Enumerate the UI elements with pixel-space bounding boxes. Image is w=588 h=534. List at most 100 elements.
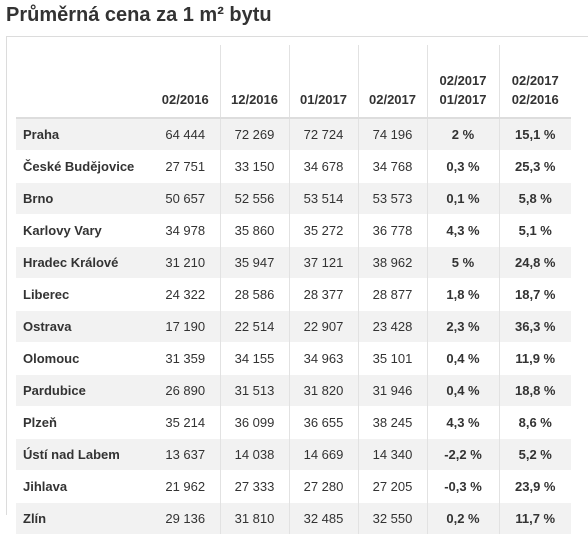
- change-year-cell: 36,3 %: [499, 311, 571, 343]
- price-02-2017-cell: 31 946: [358, 375, 427, 407]
- table-header-row: 02/2016 12/2016 01/2017 02/2017 02/2017 …: [16, 45, 571, 118]
- price-02-2017-cell: 35 101: [358, 343, 427, 375]
- price-12-2016-cell: 22 514: [220, 311, 289, 343]
- city-cell: Jihlava: [16, 471, 151, 503]
- change-month-cell: 4,3 %: [427, 407, 499, 439]
- change-month-cell: 1,8 %: [427, 279, 499, 311]
- price-01-2017-cell: 36 655: [289, 407, 358, 439]
- change-year-cell: 24,8 %: [499, 247, 571, 279]
- price-02-2017-cell: 32 550: [358, 503, 427, 534]
- price-02-2017-cell: 36 778: [358, 215, 427, 247]
- city-cell: Plzeň: [16, 407, 151, 439]
- price-01-2017-cell: 14 669: [289, 439, 358, 471]
- change-year-cell: 11,9 %: [499, 343, 571, 375]
- price-02-2017-cell: 14 340: [358, 439, 427, 471]
- change-month-cell: 2,3 %: [427, 311, 499, 343]
- price-02-2017-cell: 53 573: [358, 183, 427, 215]
- header-change-month: 02/2017 01/2017: [427, 45, 499, 118]
- change-year-cell: 25,3 %: [499, 151, 571, 183]
- price-02-2016-cell: 17 190: [151, 311, 220, 343]
- price-12-2016-cell: 31 513: [220, 375, 289, 407]
- header-change-year-line1: 02/2017: [500, 71, 572, 90]
- city-cell: Brno: [16, 183, 151, 215]
- price-12-2016-cell: 33 150: [220, 151, 289, 183]
- price-01-2017-cell: 27 280: [289, 471, 358, 503]
- header-change-month-line1: 02/2017: [428, 71, 499, 90]
- change-month-cell: -0,3 %: [427, 471, 499, 503]
- price-02-2016-cell: 24 322: [151, 279, 220, 311]
- change-year-cell: 11,7 %: [499, 503, 571, 534]
- change-month-cell: 0,2 %: [427, 503, 499, 534]
- change-month-cell: -2,2 %: [427, 439, 499, 471]
- price-01-2017-cell: 72 724: [289, 118, 358, 151]
- price-table-panel: 02/2016 12/2016 01/2017 02/2017 02/2017 …: [6, 36, 588, 515]
- price-01-2017-cell: 34 963: [289, 343, 358, 375]
- header-12-2016: 12/2016: [220, 45, 289, 118]
- header-02-2016: 02/2016: [151, 45, 220, 118]
- change-month-cell: 0,4 %: [427, 375, 499, 407]
- change-year-cell: 8,6 %: [499, 407, 571, 439]
- change-year-cell: 18,7 %: [499, 279, 571, 311]
- price-02-2016-cell: 50 657: [151, 183, 220, 215]
- change-month-cell: 0,1 %: [427, 183, 499, 215]
- price-01-2017-cell: 35 272: [289, 215, 358, 247]
- price-01-2017-cell: 22 907: [289, 311, 358, 343]
- city-cell: Praha: [16, 118, 151, 151]
- change-month-cell: 0,4 %: [427, 343, 499, 375]
- city-cell: Liberec: [16, 279, 151, 311]
- price-02-2016-cell: 31 210: [151, 247, 220, 279]
- price-02-2017-cell: 34 768: [358, 151, 427, 183]
- page-title: Průměrná cena za 1 m² bytu: [6, 4, 272, 27]
- change-year-cell: 5,1 %: [499, 215, 571, 247]
- header-change-year-line2: 02/2016: [500, 90, 572, 109]
- price-01-2017-cell: 37 121: [289, 247, 358, 279]
- price-01-2017-cell: 32 485: [289, 503, 358, 534]
- price-02-2016-cell: 26 890: [151, 375, 220, 407]
- price-12-2016-cell: 28 586: [220, 279, 289, 311]
- price-02-2016-cell: 64 444: [151, 118, 220, 151]
- header-city: [16, 45, 151, 118]
- price-01-2017-cell: 53 514: [289, 183, 358, 215]
- price-02-2017-cell: 38 962: [358, 247, 427, 279]
- city-cell: Hradec Králové: [16, 247, 151, 279]
- price-02-2016-cell: 34 978: [151, 215, 220, 247]
- price-02-2017-cell: 27 205: [358, 471, 427, 503]
- change-month-cell: 5 %: [427, 247, 499, 279]
- city-cell: Pardubice: [16, 375, 151, 407]
- change-year-cell: 23,9 %: [499, 471, 571, 503]
- change-year-cell: 5,8 %: [499, 183, 571, 215]
- price-01-2017-cell: 31 820: [289, 375, 358, 407]
- price-12-2016-cell: 35 860: [220, 215, 289, 247]
- price-12-2016-cell: 36 099: [220, 407, 289, 439]
- price-02-2016-cell: 29 136: [151, 503, 220, 534]
- city-cell: Olomouc: [16, 343, 151, 375]
- price-02-2016-cell: 21 962: [151, 471, 220, 503]
- price-02-2017-cell: 23 428: [358, 311, 427, 343]
- price-12-2016-cell: 72 269: [220, 118, 289, 151]
- change-year-cell: 5,2 %: [499, 439, 571, 471]
- price-02-2016-cell: 35 214: [151, 407, 220, 439]
- change-year-cell: 15,1 %: [499, 118, 571, 151]
- header-01-2017: 01/2017: [289, 45, 358, 118]
- price-12-2016-cell: 34 155: [220, 343, 289, 375]
- price-02-2016-cell: 13 637: [151, 439, 220, 471]
- city-cell: Ostrava: [16, 311, 151, 343]
- city-cell: Karlovy Vary: [16, 215, 151, 247]
- price-02-2017-cell: 28 877: [358, 279, 427, 311]
- header-02-2017: 02/2017: [358, 45, 427, 118]
- price-12-2016-cell: 31 810: [220, 503, 289, 534]
- price-table: 02/2016 12/2016 01/2017 02/2017 02/2017 …: [16, 45, 571, 534]
